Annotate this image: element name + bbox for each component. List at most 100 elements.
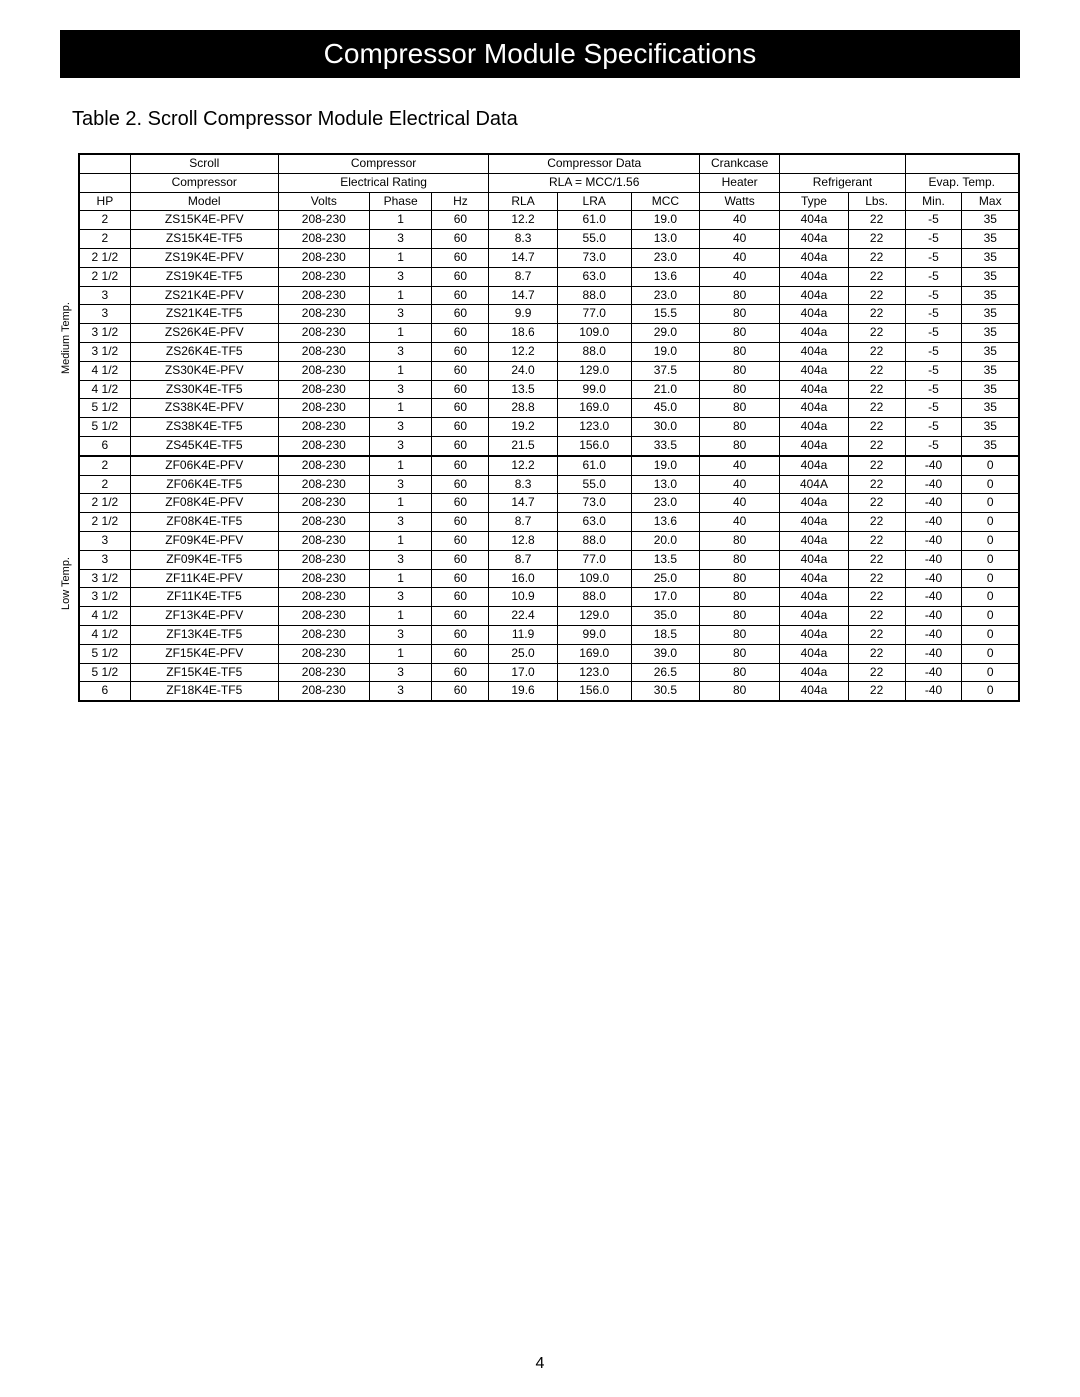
table-cell: 61.0 bbox=[557, 456, 631, 475]
table-cell: 3 bbox=[369, 663, 432, 682]
table-cell: 35 bbox=[962, 286, 1019, 305]
table-cell: 1 bbox=[369, 286, 432, 305]
table-cell: 80 bbox=[700, 663, 780, 682]
table-cell: 60 bbox=[432, 380, 489, 399]
table-cell: 13.0 bbox=[631, 230, 699, 249]
table-row: 3 1/2ZF11K4E-TF5208-23036010.988.017.080… bbox=[79, 588, 1019, 607]
table-cell: ZF18K4E-TF5 bbox=[130, 682, 278, 701]
table-cell: 404a bbox=[780, 418, 848, 437]
table-cell: ZS26K4E-TF5 bbox=[130, 342, 278, 361]
table-cell: 0 bbox=[962, 607, 1019, 626]
table-cell: 80 bbox=[700, 418, 780, 437]
table-cell: 2 1/2 bbox=[79, 494, 130, 513]
table-cell: -5 bbox=[905, 380, 962, 399]
table-cell: 60 bbox=[432, 305, 489, 324]
table-cell: 80 bbox=[700, 644, 780, 663]
col-header: MCC bbox=[631, 192, 699, 211]
table-cell: 80 bbox=[700, 380, 780, 399]
table-cell: -5 bbox=[905, 305, 962, 324]
table-cell: 404a bbox=[780, 456, 848, 475]
table-cell: 80 bbox=[700, 569, 780, 588]
table-cell: 26.5 bbox=[631, 663, 699, 682]
table-cell: ZS21K4E-PFV bbox=[130, 286, 278, 305]
table-wrapper: Medium Temp. Low Temp. Scroll Compressor… bbox=[60, 153, 1020, 702]
table-cell: 1 bbox=[369, 324, 432, 343]
table-cell: 60 bbox=[432, 211, 489, 230]
table-cell: 35 bbox=[962, 324, 1019, 343]
table-cell: 208-230 bbox=[278, 399, 369, 418]
page-number: 4 bbox=[0, 1355, 1080, 1373]
table-cell: 35 bbox=[962, 436, 1019, 455]
table-cell: 22 bbox=[848, 380, 905, 399]
table-cell: 80 bbox=[700, 305, 780, 324]
table-cell: 63.0 bbox=[557, 513, 631, 532]
hdr2-rlamcc: RLA = MCC/1.56 bbox=[489, 173, 700, 192]
table-cell: 60 bbox=[432, 456, 489, 475]
table-cell: 208-230 bbox=[278, 682, 369, 701]
table-cell: 208-230 bbox=[278, 248, 369, 267]
table-cell: 25.0 bbox=[631, 569, 699, 588]
table-cell: 2 bbox=[79, 456, 130, 475]
table-cell: 1 bbox=[369, 569, 432, 588]
table-cell: 60 bbox=[432, 513, 489, 532]
table-cell: 22 bbox=[848, 418, 905, 437]
table-cell: 80 bbox=[700, 682, 780, 701]
table-row: 3ZS21K4E-PFV208-23016014.788.023.080404a… bbox=[79, 286, 1019, 305]
table-cell: 35 bbox=[962, 380, 1019, 399]
table-row: 2 1/2ZF08K4E-TF5208-2303608.763.013.6404… bbox=[79, 513, 1019, 532]
table-cell: 2 bbox=[79, 475, 130, 494]
table-cell: 60 bbox=[432, 531, 489, 550]
table-cell: 8.7 bbox=[489, 513, 557, 532]
table-cell: 99.0 bbox=[557, 625, 631, 644]
table-cell: -40 bbox=[905, 625, 962, 644]
table-cell: 404a bbox=[780, 286, 848, 305]
table-cell: 1 bbox=[369, 494, 432, 513]
header-row-1: Scroll Compressor Compressor Data Crankc… bbox=[79, 154, 1019, 173]
table-cell: 5 1/2 bbox=[79, 663, 130, 682]
table-cell: 21.5 bbox=[489, 436, 557, 455]
table-cell: 60 bbox=[432, 569, 489, 588]
table-cell: 404a bbox=[780, 211, 848, 230]
table-row: 3ZS21K4E-TF5208-2303609.977.015.580404a2… bbox=[79, 305, 1019, 324]
table-cell: 208-230 bbox=[278, 418, 369, 437]
table-cell: 3 bbox=[369, 550, 432, 569]
table-cell: 22 bbox=[848, 569, 905, 588]
table-cell: 39.0 bbox=[631, 644, 699, 663]
table-cell: 60 bbox=[432, 230, 489, 249]
table-cell: 12.2 bbox=[489, 342, 557, 361]
table-cell: 13.5 bbox=[631, 550, 699, 569]
table-cell: 14.7 bbox=[489, 248, 557, 267]
table-cell: 9.9 bbox=[489, 305, 557, 324]
header-row-2: Compressor Electrical Rating RLA = MCC/1… bbox=[79, 173, 1019, 192]
table-cell: -40 bbox=[905, 588, 962, 607]
table-row: 4 1/2ZS30K4E-TF5208-23036013.599.021.080… bbox=[79, 380, 1019, 399]
table-cell: ZF15K4E-PFV bbox=[130, 644, 278, 663]
table-row: 2ZF06K4E-TF5208-2303608.355.013.040404A2… bbox=[79, 475, 1019, 494]
table-row: 2ZS15K4E-PFV208-23016012.261.019.040404a… bbox=[79, 211, 1019, 230]
table-cell: 80 bbox=[700, 607, 780, 626]
table-cell: -40 bbox=[905, 456, 962, 475]
table-cell: ZS19K4E-TF5 bbox=[130, 267, 278, 286]
table-cell: 0 bbox=[962, 550, 1019, 569]
table-row: 2ZS15K4E-TF5208-2303608.355.013.040404a2… bbox=[79, 230, 1019, 249]
hdr2-elecrating: Electrical Rating bbox=[278, 173, 489, 192]
table-cell: -5 bbox=[905, 361, 962, 380]
table-cell: 2 1/2 bbox=[79, 513, 130, 532]
table-cell: 60 bbox=[432, 475, 489, 494]
table-cell: 40 bbox=[700, 267, 780, 286]
table-cell: 404a bbox=[780, 361, 848, 380]
table-cell: 80 bbox=[700, 531, 780, 550]
table-row: 6ZF18K4E-TF5208-23036019.6156.030.580404… bbox=[79, 682, 1019, 701]
table-row: 2 1/2ZS19K4E-PFV208-23016014.773.023.040… bbox=[79, 248, 1019, 267]
table-row: 4 1/2ZS30K4E-PFV208-23016024.0129.037.58… bbox=[79, 361, 1019, 380]
table-cell: 2 bbox=[79, 211, 130, 230]
hdr2-evap: Evap. Temp. bbox=[905, 173, 1019, 192]
vertical-label-low: Low Temp. bbox=[60, 557, 72, 610]
table-cell: 22 bbox=[848, 588, 905, 607]
table-cell: 208-230 bbox=[278, 267, 369, 286]
table-cell: 19.6 bbox=[489, 682, 557, 701]
table-cell: 13.0 bbox=[631, 475, 699, 494]
table-cell: 55.0 bbox=[557, 475, 631, 494]
table-cell: 404a bbox=[780, 399, 848, 418]
table-cell: 3 bbox=[369, 305, 432, 324]
